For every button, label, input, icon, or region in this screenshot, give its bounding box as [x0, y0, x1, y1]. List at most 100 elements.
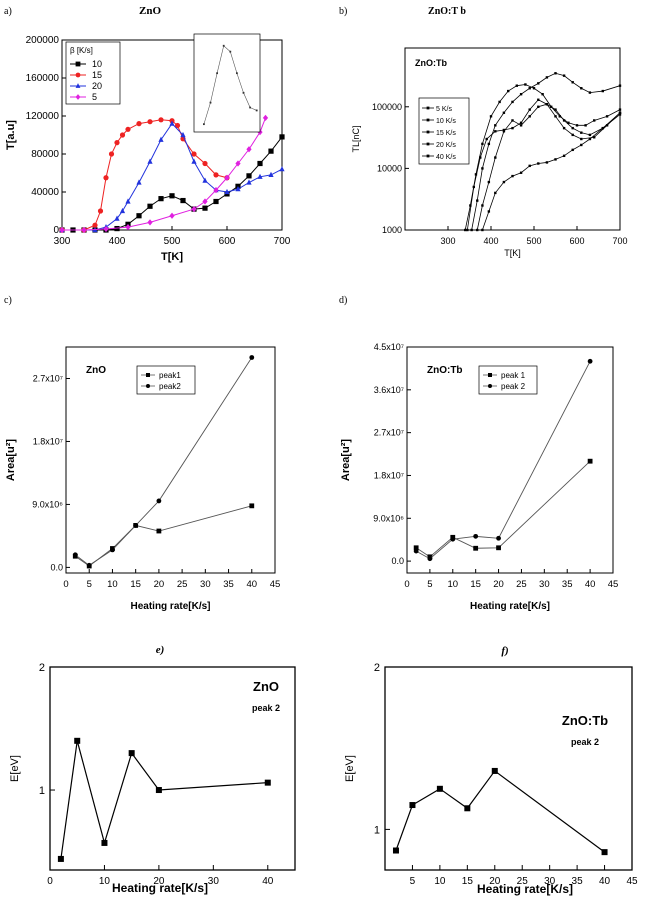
x-tick-label: 25	[516, 579, 527, 590]
y-tick-label: 1000	[382, 225, 402, 235]
data-point	[464, 805, 471, 812]
y-tick-label: 2	[374, 662, 380, 674]
data-point	[119, 207, 126, 214]
data-point	[580, 137, 583, 141]
chart-c-title: ZnO	[86, 365, 106, 376]
chart-d-frame	[406, 346, 614, 574]
legend-box	[478, 365, 538, 395]
inset-point	[203, 123, 205, 126]
data-point	[450, 536, 456, 542]
y-tick-label: 1	[39, 785, 45, 797]
x-tick-label: 10	[107, 579, 118, 590]
data-point	[593, 136, 596, 139]
chart-d: d) ZnO:Tb 0 5 10 15 20 25 30 35 40 45 0.0 9.0x10⁶ 1.8x…	[339, 295, 618, 612]
data-point	[86, 562, 92, 568]
legend-marker	[426, 142, 430, 146]
data-point	[74, 737, 81, 744]
inset-point	[229, 50, 232, 53]
x-tick-label: 20	[489, 876, 501, 887]
legend-marker	[426, 106, 430, 110]
series-line	[466, 99, 621, 231]
x-tick-label: 600	[219, 236, 236, 247]
y-axis-label: TL[nC]	[351, 125, 361, 152]
x-axis-label: T[K]	[504, 248, 521, 258]
data-point	[605, 115, 609, 118]
data-point	[59, 226, 65, 234]
data-point	[133, 523, 139, 528]
data-point	[262, 114, 269, 121]
data-point	[580, 87, 583, 90]
panel-label-d: d)	[339, 295, 347, 306]
chart-f-title: ZnO:Tb	[562, 713, 608, 728]
data-point	[489, 115, 493, 118]
data-point	[147, 158, 153, 164]
data-point	[537, 98, 540, 101]
legend-marker	[488, 384, 492, 388]
x-axis-label: Heating rate[K/s]	[470, 601, 550, 612]
data-point	[156, 498, 162, 504]
data-point	[158, 196, 164, 202]
chart-c-panel: c) ZnO 0 5 10 15 20 25 30 35 40 45 0.0 9.0x10⁶ 1.8x10⁷…	[0, 285, 320, 640]
data-point	[558, 115, 561, 118]
data-point	[571, 148, 574, 152]
data-point	[502, 111, 506, 114]
data-point	[511, 126, 514, 130]
data-point	[485, 137, 488, 141]
y-tick-label: 0	[53, 225, 59, 236]
data-point	[147, 203, 153, 209]
data-point	[72, 552, 78, 558]
chart-c: c) ZnO 0 5 10 15 20 25 30 35 40 45 0.0 9.0x10⁶ 1.8x10⁷…	[4, 295, 280, 612]
chart-d-panel: d) ZnO:Tb 0 5 10 15 20 25 30 35 40 45 0.0 9.0x10⁶ 1.8x…	[335, 285, 655, 640]
y-tick-label: 1.8x10⁷	[33, 436, 63, 446]
chart-f-frame	[384, 666, 633, 871]
data-point	[476, 228, 479, 232]
data-point	[224, 174, 230, 181]
data-point	[584, 124, 587, 127]
series-line	[395, 770, 605, 853]
data-point	[562, 119, 566, 122]
data-point	[158, 117, 164, 123]
x-tick-label: 0	[47, 876, 53, 887]
data-point	[169, 120, 175, 126]
data-point	[580, 131, 583, 134]
data-point	[202, 198, 208, 205]
legend-title: β [K/s]	[70, 46, 93, 55]
data-point	[618, 113, 622, 116]
data-point	[528, 87, 531, 90]
x-tick-label: 15	[130, 579, 141, 590]
data-point	[249, 355, 255, 360]
series-line	[476, 103, 621, 231]
data-point	[541, 93, 544, 96]
data-point	[136, 121, 142, 127]
chart-e-panel: e) ZnO peak 2 0 10 20 30 40 1 2 Heating rate[K/s] E…	[0, 645, 320, 924]
data-point	[473, 533, 479, 539]
legend-label: 20 K/s	[436, 142, 456, 149]
data-point	[476, 199, 479, 202]
y-tick-label: 2	[39, 662, 45, 674]
data-point	[537, 105, 540, 108]
data-point	[494, 191, 497, 195]
chart-b-title: ZnO:T b	[428, 6, 466, 17]
data-point	[279, 166, 285, 172]
data-point	[156, 528, 162, 534]
data-point	[409, 802, 416, 809]
y-tick-label: 3.6x10⁷	[374, 385, 404, 395]
x-tick-label: 30	[200, 579, 211, 590]
data-point	[601, 89, 604, 93]
data-point	[502, 180, 506, 184]
data-point	[180, 131, 186, 138]
series-line	[482, 114, 621, 231]
data-point	[491, 767, 498, 774]
data-point	[136, 213, 142, 219]
inset-point	[209, 101, 212, 104]
data-point	[494, 156, 497, 159]
y-tick-label: 2.7x10⁷	[33, 373, 63, 383]
data-point	[562, 74, 566, 77]
data-point	[562, 154, 566, 158]
legend-box	[136, 365, 196, 395]
data-point	[158, 136, 164, 142]
data-point	[114, 215, 120, 221]
data-point	[257, 160, 263, 167]
panel-label-c: c)	[4, 295, 12, 306]
data-point	[235, 186, 241, 192]
